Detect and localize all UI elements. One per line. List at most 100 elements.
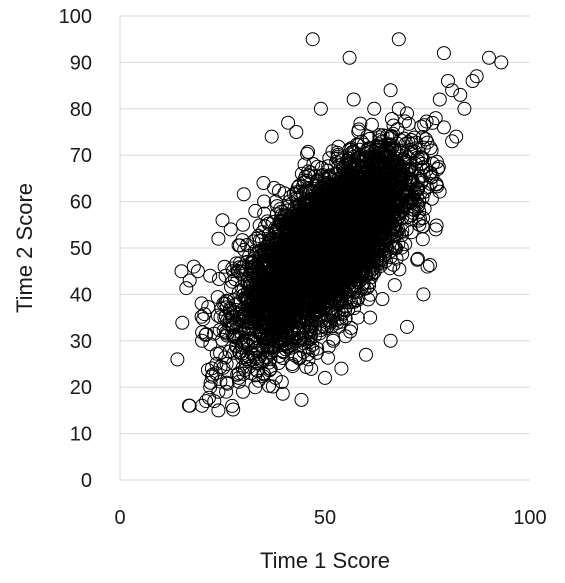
- data-point: [351, 193, 366, 208]
- data-point: [319, 293, 334, 308]
- data-point: [349, 284, 364, 299]
- data-point: [404, 143, 419, 157]
- data-point: [410, 251, 425, 266]
- data-point: [282, 335, 297, 350]
- data-point: [241, 294, 256, 309]
- data-point: [415, 232, 430, 247]
- data-point: [217, 259, 232, 274]
- data-point: [429, 154, 444, 169]
- data-point: [248, 274, 263, 289]
- data-point: [365, 235, 380, 250]
- data-point: [264, 319, 279, 334]
- data-point: [412, 193, 427, 208]
- data-point: [231, 366, 246, 381]
- data-point: [324, 246, 339, 261]
- data-point: [261, 239, 276, 254]
- data-point: [330, 227, 345, 241]
- data-point: [304, 361, 319, 376]
- data-point: [314, 224, 329, 239]
- data-point: [348, 263, 362, 278]
- data-point: [394, 228, 409, 243]
- data-point: [194, 309, 209, 324]
- data-point: [410, 196, 425, 211]
- data-point: [348, 160, 363, 175]
- data-point: [330, 151, 345, 166]
- data-point: [334, 314, 349, 329]
- data-point: [414, 119, 429, 134]
- data-point: [391, 32, 406, 47]
- data-point: [214, 301, 229, 316]
- data-point: [383, 261, 397, 276]
- data-point: [429, 177, 444, 192]
- data-point: [294, 392, 309, 407]
- data-point: [274, 337, 289, 352]
- data-point: [321, 350, 335, 365]
- data-point: [289, 266, 304, 281]
- data-point: [353, 222, 368, 237]
- data-point: [197, 307, 212, 322]
- data-point: [494, 55, 509, 70]
- data-point: [331, 171, 346, 186]
- data-point: [418, 132, 433, 147]
- data-point: [372, 137, 387, 152]
- data-point: [381, 152, 396, 167]
- data-point: [220, 376, 235, 391]
- data-point: [379, 166, 394, 181]
- data-point: [219, 293, 234, 308]
- data-point: [414, 173, 429, 188]
- data-point: [319, 321, 334, 335]
- data-point: [369, 218, 384, 233]
- data-point: [312, 320, 327, 335]
- data-point: [327, 293, 342, 308]
- data-point: [340, 231, 355, 246]
- data-point: [404, 133, 419, 147]
- data-point: [306, 157, 321, 172]
- data-point: [300, 235, 315, 249]
- data-point: [328, 249, 343, 264]
- data-point: [277, 243, 292, 258]
- data-point: [278, 308, 293, 322]
- data-point: [278, 337, 293, 352]
- data-point: [225, 328, 240, 343]
- data-point: [398, 114, 412, 129]
- data-point: [262, 294, 277, 308]
- data-point: [339, 179, 354, 193]
- data-point: [213, 346, 228, 361]
- data-point: [300, 146, 315, 161]
- data-point: [227, 293, 242, 308]
- data-point: [232, 374, 246, 389]
- data-point: [404, 176, 419, 191]
- data-point: [311, 200, 325, 214]
- data-point: [482, 50, 496, 65]
- data-point: [345, 176, 360, 191]
- data-point: [370, 153, 385, 168]
- data-point: [364, 199, 379, 214]
- data-point: [301, 219, 316, 234]
- data-point: [322, 234, 337, 249]
- data-point: [360, 170, 375, 185]
- data-point: [272, 215, 287, 230]
- data-point: [240, 274, 255, 289]
- data-point: [370, 249, 385, 264]
- data-point: [370, 229, 385, 244]
- data-point: [243, 266, 258, 281]
- data-point: [355, 268, 370, 283]
- data-point: [331, 245, 346, 260]
- data-point: [249, 304, 263, 319]
- data-point: [404, 212, 419, 226]
- data-point: [436, 46, 451, 61]
- data-point: [347, 234, 362, 249]
- data-point: [250, 259, 265, 274]
- data-point: [271, 267, 285, 282]
- data-point: [398, 237, 413, 252]
- data-point: [392, 206, 407, 221]
- data-point: [419, 114, 434, 129]
- data-point: [304, 297, 319, 312]
- data-point: [305, 32, 320, 47]
- data-point: [257, 206, 272, 221]
- data-point: [344, 231, 359, 245]
- data-point: [345, 224, 359, 239]
- data-point: [356, 201, 371, 216]
- data-point: [353, 116, 368, 131]
- data-point: [213, 360, 228, 374]
